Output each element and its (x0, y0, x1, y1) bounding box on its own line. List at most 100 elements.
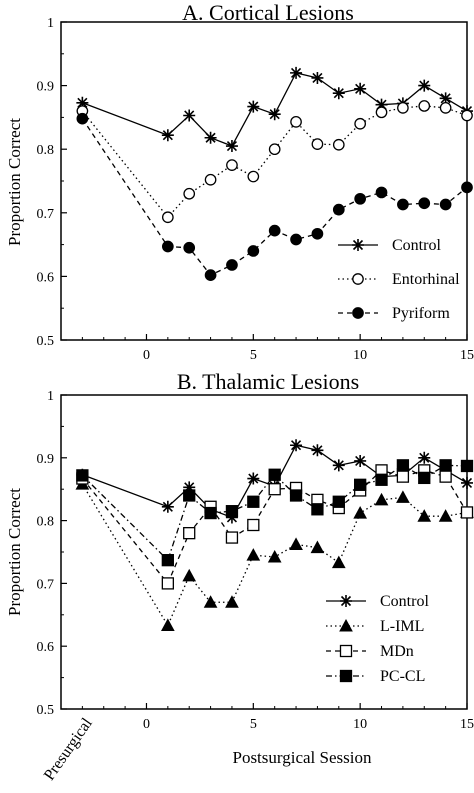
panel-a-plot-frame (60, 21, 468, 341)
data-point-entorhinal (183, 187, 196, 200)
data-point-control (268, 108, 281, 121)
data-point-entorhinal (461, 109, 473, 122)
data-point-mdn (439, 470, 452, 483)
data-point-mdn (225, 531, 239, 544)
panel-a-y-axis: 0.5 0.6 0.7 0.8 0.9 1 (37, 16, 67, 349)
data-point-l-iml (203, 595, 218, 608)
panel-b-y-axis: 0.5 0.6 0.7 0.8 0.9 1 (37, 389, 67, 718)
panel-a: A. Cortical Lesions Proportion Correct 0… (5, 0, 474, 363)
x-tick-label: 0 (143, 717, 150, 732)
legend-label-mdn: MDn (380, 643, 414, 660)
data-point-control (418, 451, 431, 464)
data-point-entorhinal (247, 170, 260, 183)
data-point-l-iml (353, 506, 368, 519)
data-point-pc-cl (332, 495, 345, 508)
data-point-pyriform (76, 112, 89, 125)
legend-marker-pyriform (352, 307, 364, 319)
series-line-l-iml (81, 483, 468, 627)
data-point-control (311, 71, 324, 84)
data-point-pyriform (247, 245, 260, 257)
data-point-pyriform (311, 227, 324, 240)
data-point-control (161, 500, 174, 513)
data-point-pyriform (268, 224, 281, 237)
series-line-mdn (81, 469, 468, 585)
x-tick-label: 5 (250, 348, 257, 363)
data-point-control (247, 472, 260, 485)
data-point-l-iml (289, 537, 303, 550)
y-tick-label: 0.9 (37, 80, 55, 95)
y-tick-label: 0.5 (37, 703, 55, 718)
y-tick-label: 0.6 (37, 640, 55, 655)
data-point-entorhinal (268, 143, 281, 156)
panel-b: B. Thalamic Lesions Proportion Correct 0… (5, 369, 474, 784)
legend-marker-entorhinal (352, 273, 364, 285)
data-point-pc-cl (311, 503, 324, 516)
y-tick-label: 0.8 (37, 143, 55, 158)
data-point-pc-cl (76, 469, 89, 482)
panel-b-xlabel: Postsurgical Session (232, 748, 372, 767)
x-tick-label: 0 (143, 348, 150, 363)
series-line-control (82, 72, 468, 147)
data-point-mdn (396, 470, 410, 483)
data-point-l-iml (225, 595, 239, 608)
data-point-entorhinal (226, 159, 238, 171)
series-line-pyriform (81, 118, 468, 276)
legend-marker-control (340, 595, 352, 607)
data-point-control (183, 109, 196, 122)
data-point-entorhinal (290, 116, 302, 128)
data-point-control (332, 87, 345, 100)
y-tick-label: 0.6 (37, 270, 55, 285)
legend-label-pc-cl: PC-CL (380, 668, 425, 685)
data-point-entorhinal (439, 102, 452, 114)
data-point-pyriform (183, 241, 196, 254)
data-point-l-iml (246, 548, 261, 561)
y-tick-label: 0.7 (37, 207, 55, 222)
data-point-entorhinal (311, 138, 324, 150)
data-point-pc-cl (204, 506, 217, 520)
data-point-l-iml (396, 490, 410, 503)
y-tick-label: 1 (47, 389, 54, 404)
legend-marker-control (352, 239, 364, 251)
data-point-mdn (161, 577, 174, 590)
panel-b-plot-frame (60, 394, 468, 710)
panel-a-x-axis: 0 5 10 15 (81, 334, 474, 363)
data-point-pc-cl (354, 478, 367, 491)
panel-b-legend: Control L-IML MDn PC-CL (326, 593, 429, 685)
data-point-entorhinal (354, 117, 367, 130)
panel-a-legend: Control Entorhinal Pyriform (338, 237, 460, 322)
data-point-pc-cl (439, 459, 452, 472)
data-point-pc-cl (225, 505, 239, 518)
data-point-mdn (460, 506, 474, 519)
data-point-l-iml (182, 568, 197, 582)
data-point-control (183, 481, 196, 494)
x-tick-label: 5 (250, 717, 257, 732)
data-point-entorhinal (397, 102, 409, 114)
y-tick-label: 0.9 (37, 452, 55, 467)
panel-b-presurgical-label: Presurgical (41, 715, 96, 784)
data-point-control (76, 96, 89, 109)
x-tick-label: 10 (353, 717, 367, 732)
data-point-pc-cl (161, 554, 174, 567)
legend-label-control: Control (380, 593, 429, 610)
data-point-entorhinal (161, 211, 174, 224)
data-point-entorhinal (204, 173, 217, 186)
data-point-pyriform (161, 240, 174, 253)
data-point-pyriform (375, 186, 388, 199)
data-point-pc-cl (396, 459, 410, 472)
y-tick-label: 0.5 (37, 334, 55, 349)
data-point-pyriform (226, 259, 238, 271)
panel-a-series (76, 66, 473, 281)
data-point-pyriform (204, 269, 217, 281)
data-point-l-iml (267, 549, 282, 563)
data-point-entorhinal (418, 100, 431, 112)
data-point-control (375, 98, 388, 111)
legend-label-control: Control (392, 237, 441, 254)
x-tick-label: 15 (460, 717, 474, 732)
panel-b-x-axis: 0 5 10 15 (81, 703, 474, 732)
data-point-pc-cl (289, 489, 303, 502)
data-point-l-iml (374, 492, 389, 506)
y-tick-label: 0.8 (37, 515, 55, 530)
data-point-mdn (247, 518, 260, 532)
legend-marker-l-iml (339, 618, 353, 632)
panel-a-title: A. Cortical Lesions (182, 0, 354, 25)
